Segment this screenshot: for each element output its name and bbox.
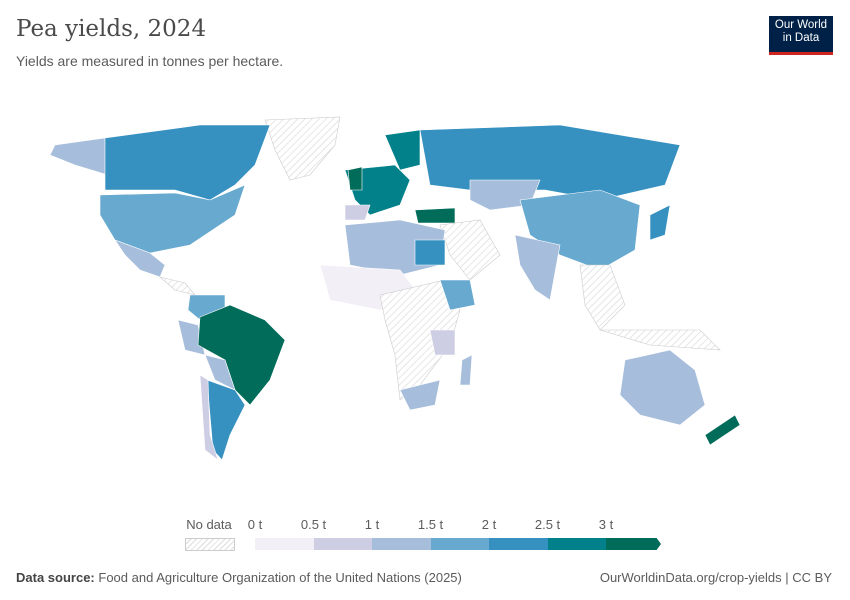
country-canada[interactable] <box>104 124 271 201</box>
chart-subtitle: Yields are measured in tonnes per hectar… <box>16 53 284 69</box>
legend-bin[interactable] <box>489 538 549 550</box>
footer-link[interactable]: OurWorldinData.org/crop-yields | CC BY <box>599 570 832 585</box>
country-southeast-asia[interactable] <box>579 264 626 331</box>
country-china[interactable] <box>519 189 641 271</box>
country-south-africa[interactable] <box>399 379 441 411</box>
chart-title: Pea yields, 2024 <box>16 16 207 42</box>
country-india[interactable] <box>514 234 561 301</box>
country-madagascar[interactable] <box>459 354 473 386</box>
country-united-kingdom[interactable] <box>347 166 363 191</box>
country-alaska[interactable] <box>49 137 109 176</box>
owid-logo[interactable]: Our World in Data <box>769 16 833 55</box>
legend-bin[interactable] <box>547 538 607 550</box>
legend-no-data-label: No data <box>186 517 232 532</box>
country-middle-east[interactable] <box>439 219 501 281</box>
country-spain[interactable] <box>344 204 371 221</box>
country-tanzania[interactable] <box>429 329 456 356</box>
legend-label: 1 t <box>364 517 380 532</box>
legend-label: 0 t <box>247 517 263 532</box>
legend-bin[interactable] <box>430 538 490 550</box>
country-russia[interactable] <box>419 124 681 201</box>
legend-bin[interactable] <box>313 538 373 550</box>
legend-bin[interactable] <box>606 538 661 550</box>
country-ethiopia[interactable] <box>439 279 476 311</box>
country-new-zealand[interactable] <box>704 414 741 446</box>
world-map[interactable] <box>0 105 850 505</box>
legend-bin[interactable] <box>255 538 315 550</box>
country-greenland[interactable] <box>264 116 341 181</box>
country-turkey[interactable] <box>414 207 456 224</box>
legend-label: 2.5 t <box>534 517 561 532</box>
legend-no-data-swatch <box>185 538 235 551</box>
logo-text: Our World in Data <box>774 19 828 44</box>
legend-label: 0.5 t <box>300 517 327 532</box>
legend-label: 1.5 t <box>417 517 444 532</box>
legend-label: 2 t <box>481 517 497 532</box>
legend-label: 3 t <box>598 517 614 532</box>
country-scandinavia[interactable] <box>384 129 421 171</box>
country-chile[interactable] <box>199 374 219 461</box>
country-egypt[interactable] <box>414 239 446 266</box>
country-central-america[interactable] <box>159 276 196 296</box>
source-text: Food and Agriculture Organization of the… <box>98 570 462 585</box>
country-united-states[interactable] <box>99 184 246 254</box>
source-label: Data source: <box>16 570 95 585</box>
country-australia[interactable] <box>619 349 706 426</box>
legend: No data 0 t 0.5 t 1 t 1.5 t 2 t 2.5 t 3 t <box>185 517 685 557</box>
legend-bin[interactable] <box>372 538 432 550</box>
country-argentina[interactable] <box>206 379 246 461</box>
country-japan[interactable] <box>649 204 671 241</box>
country-indonesia[interactable] <box>599 329 721 351</box>
data-source: Data source: Food and Agriculture Organi… <box>16 570 462 585</box>
country-brazil[interactable] <box>197 304 286 406</box>
